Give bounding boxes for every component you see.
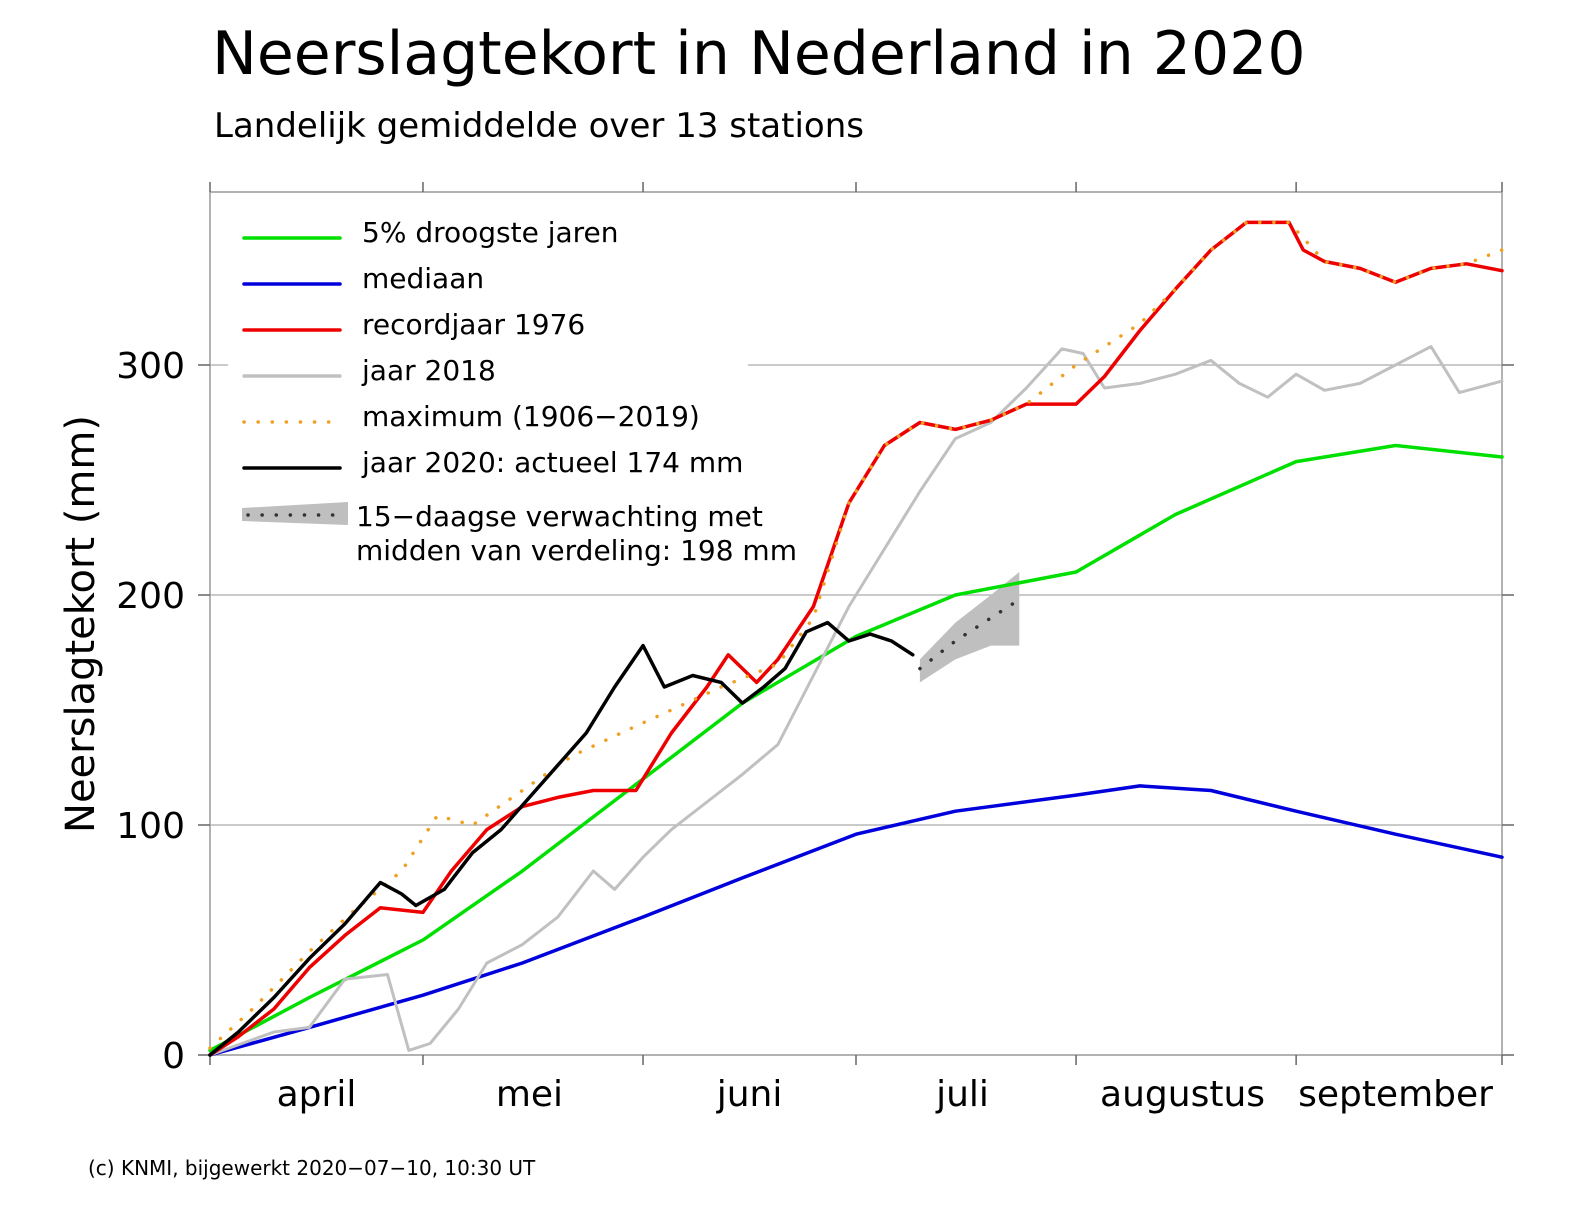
legend-label-3: jaar 2018 <box>361 354 496 387</box>
y-tick-label-300: 300 <box>116 346 185 387</box>
copyright-footer: (c) KNMI, bijgewerkt 2020−07−10, 10:30 U… <box>88 1156 536 1180</box>
legend-label-1: mediaan <box>362 262 484 295</box>
chart-subtitle: Landelijk gemiddelde over 13 stations <box>214 106 864 146</box>
series-line-3 <box>208 345 1504 1057</box>
x-tick-label-juni: juni <box>716 1074 783 1115</box>
y-tick-label-200: 200 <box>116 576 185 617</box>
legend-label-0: 5% droogste jaren <box>362 216 619 249</box>
legend-label-2: recordjaar 1976 <box>362 308 585 341</box>
legend-swatch-band-6 <box>242 502 348 525</box>
series-line-1 <box>208 784 1504 1057</box>
legend-label-4: maximum (1906−2019) <box>362 400 700 433</box>
series-line-0 <box>208 443 1504 1053</box>
forecast-uncertainty-band <box>919 572 1020 683</box>
y-axis-label: Neerslagtekort (mm) <box>58 415 104 833</box>
forecast-band-layer <box>919 572 1020 683</box>
x-tick-label-september: september <box>1298 1074 1493 1115</box>
y-tick-label-100: 100 <box>116 806 185 847</box>
x-tick-label-augustus: augustus <box>1100 1074 1265 1115</box>
legend-label-5: jaar 2020: actueel 174 mm <box>361 446 743 479</box>
x-axis: april mei juni juli augustus september <box>209 182 1503 1115</box>
y-tick-label-0: 0 <box>162 1036 185 1077</box>
precipitation-deficit-chart: 0 100 200 300 april mei juni juli augustus septe… <box>58 182 1514 1115</box>
chart-title: Neerslagtekort in Nederland in 2020 <box>212 19 1306 89</box>
legend-label-6: 15−daagse verwachting met <box>356 500 763 533</box>
legend: 5% droogste jaren mediaan recordjaar 1976 j… <box>228 206 797 568</box>
legend-label-6-line2: midden van verdeling: 198 mm <box>356 534 797 567</box>
x-tick-label-mei: mei <box>496 1074 563 1115</box>
series-layer <box>208 220 1504 1057</box>
x-tick-label-juli: juli <box>935 1074 989 1115</box>
x-tick-label-april: april <box>277 1074 357 1115</box>
y-axis: 0 100 200 300 <box>116 346 1514 1077</box>
series-line-4 <box>208 220 1504 1050</box>
series-line-5 <box>208 620 915 1057</box>
